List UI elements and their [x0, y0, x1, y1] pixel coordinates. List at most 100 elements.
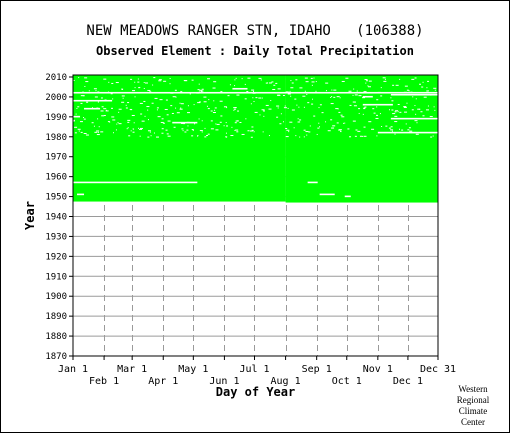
missing-day-mark	[134, 96, 136, 98]
missing-day-mark	[239, 92, 242, 94]
missing-day-mark	[82, 91, 85, 93]
missing-day-mark	[416, 122, 418, 124]
missing-day-mark	[363, 135, 367, 137]
missing-day-mark	[419, 108, 421, 110]
missing-day-mark	[425, 109, 429, 111]
missing-day-mark	[421, 86, 424, 88]
y-tick-label: 2000	[45, 93, 67, 103]
missing-day-mark	[161, 118, 164, 120]
missing-day-mark	[145, 82, 149, 84]
missing-data-segment	[73, 99, 113, 102]
missing-day-mark	[406, 102, 408, 104]
missing-day-mark	[367, 85, 369, 87]
y-tick-label: 1910	[45, 272, 67, 282]
missing-day-mark	[265, 92, 268, 94]
missing-day-mark	[169, 77, 171, 79]
missing-day-mark	[197, 135, 199, 137]
missing-day-mark	[409, 130, 413, 132]
missing-day-mark	[376, 106, 378, 108]
missing-day-mark	[127, 121, 130, 123]
missing-day-mark	[363, 91, 367, 93]
missing-day-mark	[201, 120, 203, 122]
missing-day-mark	[397, 103, 400, 105]
missing-day-mark	[427, 80, 430, 82]
missing-day-mark	[404, 85, 408, 87]
missing-day-mark	[262, 131, 264, 133]
missing-data-segment	[77, 193, 85, 196]
missing-day-mark	[319, 104, 322, 106]
missing-day-mark	[143, 87, 145, 89]
missing-day-mark	[175, 107, 177, 109]
missing-day-mark	[234, 122, 237, 124]
missing-day-mark	[203, 101, 207, 103]
missing-day-mark	[427, 105, 429, 107]
missing-day-mark	[277, 94, 281, 96]
missing-day-mark	[184, 80, 188, 82]
missing-day-mark	[237, 110, 240, 112]
x-axis-label: Day of Year	[216, 385, 295, 399]
missing-day-mark	[245, 118, 247, 120]
data-coverage-block	[73, 75, 286, 202]
missing-day-mark	[194, 123, 196, 125]
missing-day-mark	[317, 127, 320, 129]
missing-day-mark	[339, 97, 341, 99]
missing-day-mark	[96, 134, 100, 136]
missing-day-mark	[189, 93, 191, 95]
x-tick-label: Aug 1	[271, 376, 301, 387]
missing-data-segment	[73, 115, 81, 118]
missing-day-mark	[348, 90, 352, 92]
missing-day-mark	[261, 97, 263, 99]
missing-day-mark	[201, 91, 203, 93]
missing-day-mark	[179, 102, 181, 104]
missing-day-mark	[199, 130, 203, 132]
missing-day-mark	[143, 82, 145, 84]
missing-day-mark	[127, 119, 131, 121]
missing-day-mark	[105, 110, 109, 112]
missing-day-mark	[180, 107, 182, 109]
missing-day-mark	[203, 96, 207, 98]
missing-day-mark	[234, 129, 236, 131]
missing-day-mark	[303, 129, 306, 131]
missing-day-mark	[167, 135, 171, 137]
missing-day-mark	[104, 100, 107, 102]
missing-day-mark	[166, 114, 169, 116]
missing-day-mark	[165, 99, 168, 101]
missing-day-mark	[399, 111, 402, 113]
missing-day-mark	[394, 121, 398, 123]
missing-day-mark	[268, 135, 270, 137]
missing-day-mark	[156, 107, 159, 109]
missing-data-segment	[307, 181, 318, 184]
missing-day-mark	[408, 127, 411, 129]
missing-day-mark	[219, 100, 223, 102]
missing-day-mark	[191, 129, 194, 131]
missing-day-mark	[139, 102, 143, 104]
missing-day-mark	[282, 121, 284, 123]
missing-day-mark	[117, 122, 119, 124]
missing-day-mark	[196, 92, 200, 94]
missing-day-mark	[91, 122, 94, 124]
missing-day-mark	[341, 116, 345, 118]
missing-day-mark	[125, 104, 127, 106]
credit-line: Regional	[456, 395, 490, 405]
missing-day-mark	[390, 97, 392, 99]
missing-day-mark	[97, 101, 99, 103]
chart-subtitle: Observed Element : Daily Total Precipita…	[96, 44, 414, 58]
missing-day-mark	[299, 136, 301, 138]
missing-day-mark	[164, 108, 168, 110]
missing-day-mark	[173, 126, 176, 128]
credit-block: Western Regional Climate Center	[443, 384, 503, 428]
missing-day-mark	[231, 126, 233, 128]
missing-day-mark	[284, 105, 286, 107]
missing-day-mark	[401, 129, 404, 131]
missing-day-mark	[303, 106, 305, 108]
missing-day-mark	[306, 92, 309, 94]
missing-day-mark	[303, 136, 305, 138]
missing-day-mark	[432, 135, 434, 137]
missing-day-mark	[365, 80, 368, 82]
missing-day-mark	[223, 106, 227, 108]
missing-day-mark	[345, 77, 349, 79]
missing-day-mark	[352, 120, 356, 122]
missing-day-mark	[268, 108, 272, 110]
